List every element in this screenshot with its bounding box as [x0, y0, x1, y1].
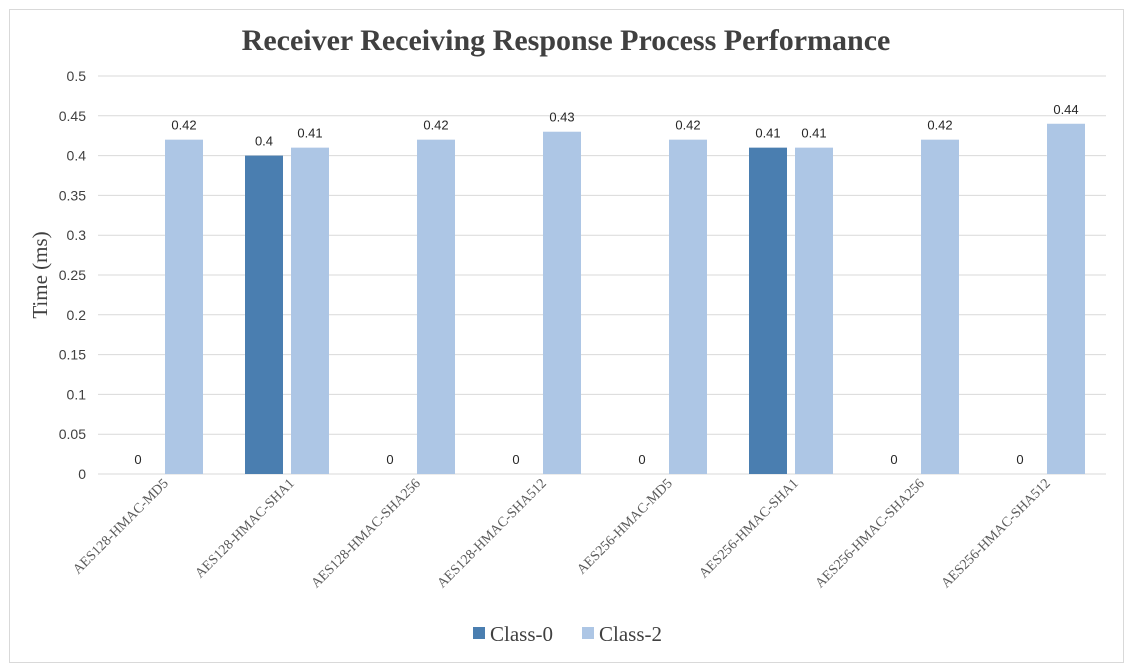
y-tick-label: 0.3	[67, 227, 87, 243]
bar-class-0	[245, 155, 283, 474]
y-tick-label: 0.1	[67, 386, 87, 402]
data-labels: 0 0.42 0.4 0.41 0 0.42 0 0.43 0 0.42 0.41 0.41 0 0.42…	[134, 102, 1078, 467]
data-label: 0.42	[675, 118, 700, 133]
bar-class-2	[291, 147, 329, 474]
data-label: 0.41	[755, 126, 780, 141]
y-tick-label: 0.25	[59, 267, 86, 283]
y-tick-label: 0	[78, 466, 86, 482]
data-label: 0.4	[255, 134, 273, 149]
y-tick-label: 0.5	[67, 68, 87, 84]
x-tick-label: AES256-HMAC-SHA1	[697, 476, 802, 581]
x-axis-ticks: AES128-HMAC-MD5 AES128-HMAC-SHA1 AES128-HM…	[70, 476, 1053, 591]
y-axis-label: Time (ms)	[28, 231, 52, 318]
data-label: 0.41	[801, 126, 826, 141]
data-label: 0.42	[927, 118, 952, 133]
x-tick-label: AES128-HMAC-SHA512	[435, 476, 550, 591]
x-tick-label: AES128-HMAC-MD5	[70, 476, 171, 577]
data-label: 0.41	[297, 126, 322, 141]
legend-swatch-class-0	[473, 627, 485, 639]
data-label: 0	[638, 452, 645, 467]
y-axis-ticks: 0 0.05 0.1 0.15 0.2 0.25 0.3 0.35 0.4 0.45 0.5	[59, 68, 86, 482]
data-label: 0.42	[423, 118, 448, 133]
y-tick-label: 0.05	[59, 426, 86, 442]
chart-title: Receiver Receiving Response Process Perf…	[242, 24, 891, 57]
bars	[165, 123, 1085, 474]
y-tick-label: 0.2	[67, 307, 87, 323]
y-tick-label: 0.35	[59, 187, 86, 203]
data-label: 0	[512, 452, 519, 467]
data-label: 0	[386, 452, 393, 467]
y-tick-label: 0.15	[59, 347, 86, 363]
bar-class-2	[417, 139, 455, 474]
x-tick-label: AES256-HMAC-SHA512	[939, 476, 1054, 591]
data-label: 0	[1016, 452, 1023, 467]
data-label: 0	[134, 452, 141, 467]
y-tick-label: 0.4	[67, 148, 87, 164]
bar-class-2	[1047, 123, 1085, 474]
y-tick-label: 0.45	[59, 108, 86, 124]
bar-class-2	[921, 139, 959, 474]
data-label: 0.42	[171, 118, 196, 133]
x-tick-label: AES256-HMAC-SHA256	[813, 476, 928, 591]
bar-class-2	[543, 131, 581, 474]
legend-label: Class-2	[599, 622, 662, 646]
legend: Class-0 Class-2	[473, 622, 662, 646]
bar-class-2	[669, 139, 707, 474]
x-tick-label: AES256-HMAC-MD5	[574, 476, 675, 577]
data-label: 0.44	[1053, 102, 1078, 117]
x-tick-label: AES128-HMAC-SHA256	[309, 476, 424, 591]
bar-class-2	[795, 147, 833, 474]
data-label: 0	[890, 452, 897, 467]
x-tick-label: AES128-HMAC-SHA1	[193, 476, 298, 581]
data-label: 0.43	[549, 110, 574, 125]
bar-class-0	[749, 147, 787, 474]
legend-label: Class-0	[490, 622, 553, 646]
legend-swatch-class-2	[582, 627, 594, 639]
bar-class-2	[165, 139, 203, 474]
